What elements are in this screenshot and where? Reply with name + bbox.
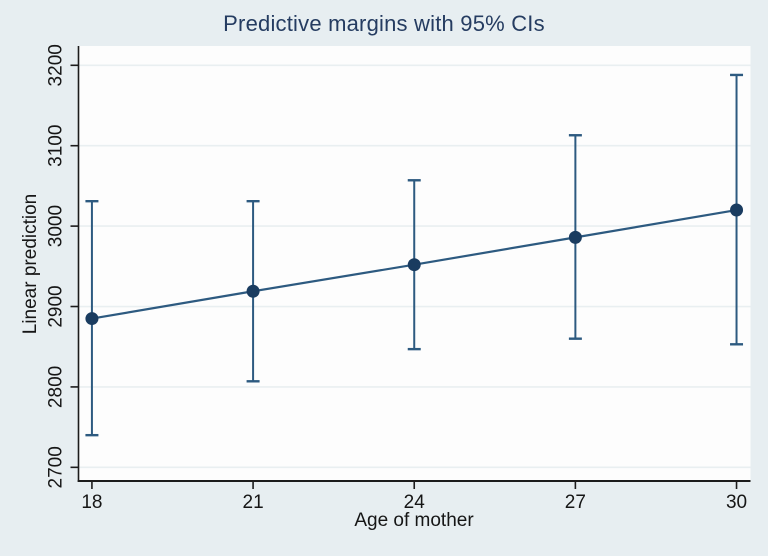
y-tick-label: 3200: [46, 44, 67, 86]
y-tick-label: 3100: [46, 125, 67, 167]
y-tick-label: 2700: [46, 446, 67, 488]
x-axis-label: Age of mother: [354, 510, 474, 531]
data-point-marker: [407, 258, 421, 272]
data-point-marker: [568, 230, 582, 244]
y-tick-label: 2800: [46, 366, 67, 408]
x-tick-label: 21: [243, 492, 264, 513]
x-tick-label: 27: [565, 492, 586, 513]
y-tick-label: 3000: [46, 205, 67, 247]
x-tick-label: 30: [726, 492, 747, 513]
y-axis-label: Linear prediction: [20, 193, 41, 335]
data-point-marker: [246, 284, 260, 298]
x-tick-label: 24: [404, 492, 426, 513]
data-point-marker: [730, 203, 744, 217]
chart-title: Predictive margins with 95% CIs: [223, 11, 545, 36]
data-point-marker: [85, 312, 99, 326]
x-tick-label: 18: [81, 492, 102, 513]
y-tick-label: 2900: [46, 285, 67, 327]
